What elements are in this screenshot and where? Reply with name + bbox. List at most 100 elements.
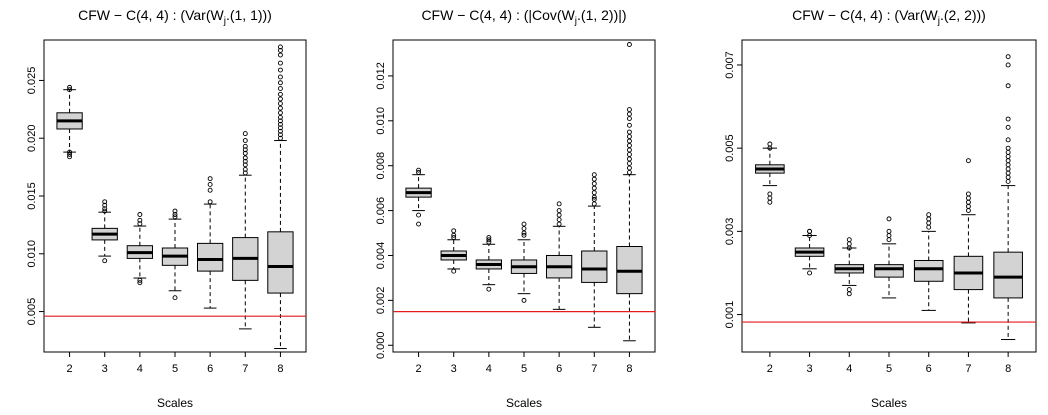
outlier-point: [591, 176, 597, 182]
outlier-point: [451, 232, 457, 238]
box-iqr: [267, 231, 294, 294]
outlier-point: [172, 208, 178, 214]
outlier-point: [556, 208, 562, 214]
box-scale-6: [545, 201, 573, 310]
outlier-point: [626, 169, 632, 175]
x-tick-label: 8: [1005, 363, 1011, 375]
y-tick-label: 0.010: [26, 240, 38, 268]
outlier-point: [242, 147, 248, 153]
x-tick-label: 5: [521, 363, 527, 375]
x-tick-label: 4: [137, 363, 143, 375]
y-tick-label: 0.002: [375, 287, 387, 315]
outlier-point: [102, 206, 108, 212]
outlier-point: [807, 270, 813, 276]
outlier-point: [965, 195, 971, 201]
outlier-point: [486, 235, 492, 240]
outlier-point: [1005, 145, 1011, 151]
outlier-point: [521, 226, 527, 231]
box-scale-5: [510, 221, 538, 303]
outlier-point: [846, 237, 852, 243]
outlier-point: [137, 280, 143, 286]
chart-title-main: CFW − C(4, 4) : (|Cov(W: [421, 7, 575, 23]
outlier-point: [277, 67, 283, 73]
outlier-point: [926, 224, 932, 230]
outlier-point: [926, 216, 932, 222]
outlier-point: [242, 155, 248, 161]
outlier-point: [277, 132, 283, 138]
outlier-point: [886, 228, 892, 234]
outlier-point: [172, 214, 178, 220]
outlier-point: [277, 125, 283, 131]
outlier-point: [626, 134, 632, 139]
x-axis-label: Scales: [157, 396, 193, 410]
outlier-point: [521, 232, 527, 238]
outlier-point: [626, 111, 632, 117]
outlier-point: [277, 52, 283, 58]
outlier-point: [521, 297, 527, 303]
chart-title: CFW − C(4, 4) : (|Cov(Wj.(1, 2))|): [421, 7, 626, 27]
outlier-point: [67, 149, 73, 155]
outlier-point: [172, 295, 178, 301]
outlier-point: [137, 212, 143, 217]
box-scale-5: [161, 208, 189, 301]
box-iqr: [196, 242, 224, 272]
y-tick-label: 0.008: [375, 152, 387, 180]
outlier-point: [521, 230, 527, 236]
outlier-point: [242, 143, 248, 149]
outlier-point: [277, 80, 283, 86]
outlier-point: [1005, 158, 1011, 164]
outlier-point: [1005, 137, 1011, 143]
chart-title-rest: (1, 2))|): [581, 7, 627, 23]
box-scale-3: [91, 199, 118, 264]
outlier-point: [277, 135, 283, 141]
outlier-point: [846, 241, 852, 247]
outlier-point: [626, 152, 632, 157]
outlier-point: [767, 199, 773, 205]
outlier-point: [626, 138, 632, 144]
outlier-point: [242, 170, 248, 176]
x-tick-label: 3: [102, 363, 108, 375]
x-tick-label: 2: [416, 363, 422, 375]
outlier-point: [556, 212, 562, 218]
outlier-point: [926, 220, 932, 226]
outlier-point: [277, 114, 283, 120]
outlier-point: [767, 191, 773, 197]
outlier-point: [767, 195, 773, 201]
outlier-point: [846, 291, 852, 297]
y-tick-label: 0.020: [26, 124, 38, 152]
outlier-point: [965, 203, 971, 209]
outlier-point: [102, 202, 108, 208]
chart-title-main: CFW − C(4, 4) : (Var(W: [78, 7, 224, 23]
outlier-point: [591, 185, 597, 191]
outlier-point: [102, 208, 108, 214]
box-scale-4: [126, 212, 154, 286]
y-tick-label: 0.000: [375, 332, 387, 360]
x-tick-label: 2: [67, 363, 73, 375]
outlier-point: [626, 156, 632, 162]
x-axis-label: Scales: [506, 396, 542, 410]
y-tick-label: 0.015: [26, 182, 38, 210]
x-tick-label: 8: [626, 363, 632, 375]
x-tick-label: 5: [172, 363, 178, 375]
outlier-point: [1005, 83, 1011, 89]
chart-title-rest: (2, 2))): [944, 7, 986, 23]
outlier-point: [767, 141, 773, 147]
outlier-point: [486, 286, 492, 292]
chart-title: CFW − C(4, 4) : (Var(Wj.(1, 1))): [78, 7, 272, 27]
x-tick-label: 8: [277, 363, 283, 375]
x-tick-label: 5: [886, 363, 892, 375]
outlier-point: [416, 169, 422, 175]
chart-title-dot: .: [577, 7, 581, 23]
outlier-point: [1005, 124, 1011, 130]
outlier-point: [1005, 162, 1011, 168]
box-scale-7: [232, 131, 259, 330]
outlier-point: [591, 196, 597, 202]
x-tick-label: 6: [926, 363, 932, 375]
box-scale-2: [405, 167, 432, 227]
outlier-point: [242, 166, 248, 172]
outlier-point: [886, 216, 892, 222]
outlier-point: [242, 150, 248, 156]
box-scale-8: [616, 42, 643, 342]
outlier-point: [277, 128, 283, 134]
outlier-point: [102, 258, 108, 264]
